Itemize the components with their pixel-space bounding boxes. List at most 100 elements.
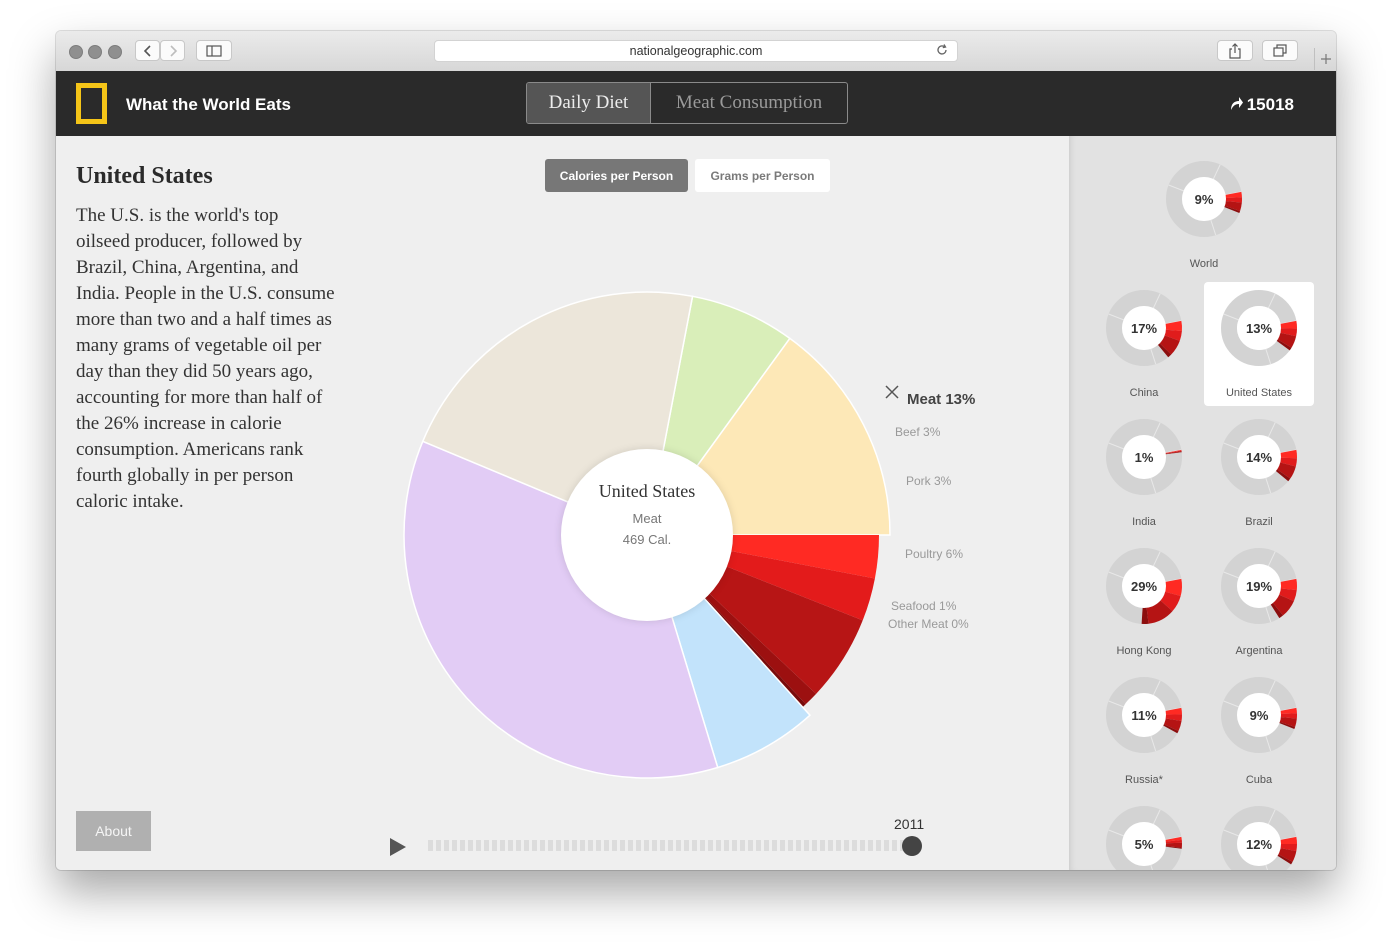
timeline-handle[interactable] [902, 836, 922, 856]
timeline-tick[interactable] [604, 840, 609, 851]
sidebar-item-cuba[interactable]: 9% Cuba [1204, 669, 1314, 793]
timeline-tick[interactable] [804, 840, 809, 851]
forward-button[interactable] [160, 40, 185, 61]
timeline-tick[interactable] [484, 840, 489, 851]
sidebar-item-argentina[interactable]: 19% Argentina [1204, 540, 1314, 664]
timeline-tick[interactable] [844, 840, 849, 851]
share-arrow-icon[interactable] [1228, 95, 1244, 111]
timeline-tick[interactable] [476, 840, 481, 851]
timeline-tick[interactable] [628, 840, 633, 851]
tab-daily-diet[interactable]: Daily Diet [527, 83, 651, 123]
donut-divider [1265, 348, 1272, 365]
timeline-tick[interactable] [580, 840, 585, 851]
sidebar-item-brazil[interactable]: 14% Brazil [1204, 411, 1314, 535]
back-button[interactable] [135, 40, 160, 61]
zoom-window-button[interactable] [108, 45, 122, 59]
sidebar-item-china[interactable]: 17% China [1089, 282, 1199, 406]
sidebar-item-hong-kong[interactable]: 29% Hong Kong [1089, 540, 1199, 664]
timeline-tick[interactable] [508, 840, 513, 851]
sidebar-item-world[interactable]: 9% World [1149, 153, 1259, 277]
timeline-tick[interactable] [668, 840, 673, 851]
timeline-tick[interactable] [500, 840, 505, 851]
timeline-tick[interactable] [548, 840, 553, 851]
timeline-tick[interactable] [684, 840, 689, 851]
timeline-tick[interactable] [428, 840, 433, 851]
timeline-tick[interactable] [716, 840, 721, 851]
timeline-tick[interactable] [468, 840, 473, 851]
timeline-tick[interactable] [772, 840, 777, 851]
timeline-tick[interactable] [588, 840, 593, 851]
timeline-tick[interactable] [636, 840, 641, 851]
timeline-tick[interactable] [708, 840, 713, 851]
timeline-tick[interactable] [764, 840, 769, 851]
sidebar-toggle-button[interactable] [196, 40, 232, 61]
country-name: Cuba [1245, 774, 1273, 786]
timeline-tick[interactable] [868, 840, 873, 851]
timeline-tick[interactable] [564, 840, 569, 851]
timeline-tick[interactable] [460, 840, 465, 851]
timeline-tick[interactable] [796, 840, 801, 851]
tab-meat-consumption[interactable]: Meat Consumption [675, 92, 823, 113]
donut-hole [1237, 306, 1281, 350]
timeline-tick[interactable] [724, 840, 729, 851]
close-window-button[interactable] [69, 45, 83, 59]
share-button[interactable] [1217, 40, 1253, 61]
address-bar[interactable]: nationalgeographic.com [434, 40, 958, 62]
minimize-window-button[interactable] [88, 45, 102, 59]
meat-close-icon[interactable] [885, 385, 899, 399]
meat-label[interactable]: Meat 13% [907, 391, 975, 408]
timeline-tick[interactable] [524, 840, 529, 851]
timeline-tick[interactable] [596, 840, 601, 851]
timeline-tick[interactable] [516, 840, 521, 851]
timeline-tick[interactable] [436, 840, 441, 851]
play-icon[interactable] [389, 837, 407, 857]
timeline-tick[interactable] [652, 840, 657, 851]
calories-per-person-button[interactable]: Calories per Person [545, 159, 688, 192]
main-panel: United States The U.S. is the world's to… [56, 136, 1069, 870]
sidebar-item-russia[interactable]: 11% Russia* [1089, 669, 1199, 793]
timeline-tick[interactable] [572, 840, 577, 851]
timeline-tick[interactable] [828, 840, 833, 851]
timeline-track[interactable] [428, 840, 905, 851]
timeline-tick[interactable] [732, 840, 737, 851]
timeline-tick[interactable] [556, 840, 561, 851]
timeline-tick[interactable] [788, 840, 793, 851]
timeline-tick[interactable] [860, 840, 865, 851]
timeline-tick[interactable] [660, 840, 665, 851]
tabs-overview-button[interactable] [1262, 40, 1298, 61]
timeline-tick[interactable] [540, 840, 545, 851]
timeline-tick[interactable] [748, 840, 753, 851]
sidebar-item-india[interactable]: 1% India [1089, 411, 1199, 535]
timeline-tick[interactable] [812, 840, 817, 851]
nat-geo-logo[interactable] [76, 83, 107, 124]
timeline-tick[interactable] [692, 840, 697, 851]
timeline-tick[interactable] [444, 840, 449, 851]
timeline-tick[interactable] [836, 840, 841, 851]
donut-divider [1152, 293, 1161, 309]
timeline-tick[interactable] [756, 840, 761, 851]
pie-slice-9[interactable] [403, 440, 719, 779]
timeline-tick[interactable] [620, 840, 625, 851]
sidebar-item-11[interactable]: 12% [1204, 798, 1314, 870]
timeline-tick[interactable] [452, 840, 457, 851]
timeline-tick[interactable] [876, 840, 881, 851]
reload-icon[interactable] [935, 43, 949, 57]
timeline-tick[interactable] [700, 840, 705, 851]
timeline-tick[interactable] [780, 840, 785, 851]
timeline-tick[interactable] [740, 840, 745, 851]
sidebar-item-10[interactable]: 5% [1089, 798, 1199, 870]
timeline-tick[interactable] [612, 840, 617, 851]
timeline-tick[interactable] [892, 840, 897, 851]
grams-per-person-button[interactable]: Grams per Person [695, 159, 830, 192]
timeline-tick[interactable] [676, 840, 681, 851]
new-tab-button[interactable] [1314, 48, 1336, 70]
timeline-tick[interactable] [884, 840, 889, 851]
timeline-tick[interactable] [852, 840, 857, 851]
about-button[interactable]: About [76, 811, 151, 851]
sidebar-item-united-states[interactable]: 13% United States [1204, 282, 1314, 406]
timeline-tick[interactable] [644, 840, 649, 851]
timeline-tick[interactable] [492, 840, 497, 851]
site-header: What the World Eats Daily Diet Meat Cons… [56, 71, 1336, 136]
timeline-tick[interactable] [532, 840, 537, 851]
timeline-tick[interactable] [820, 840, 825, 851]
